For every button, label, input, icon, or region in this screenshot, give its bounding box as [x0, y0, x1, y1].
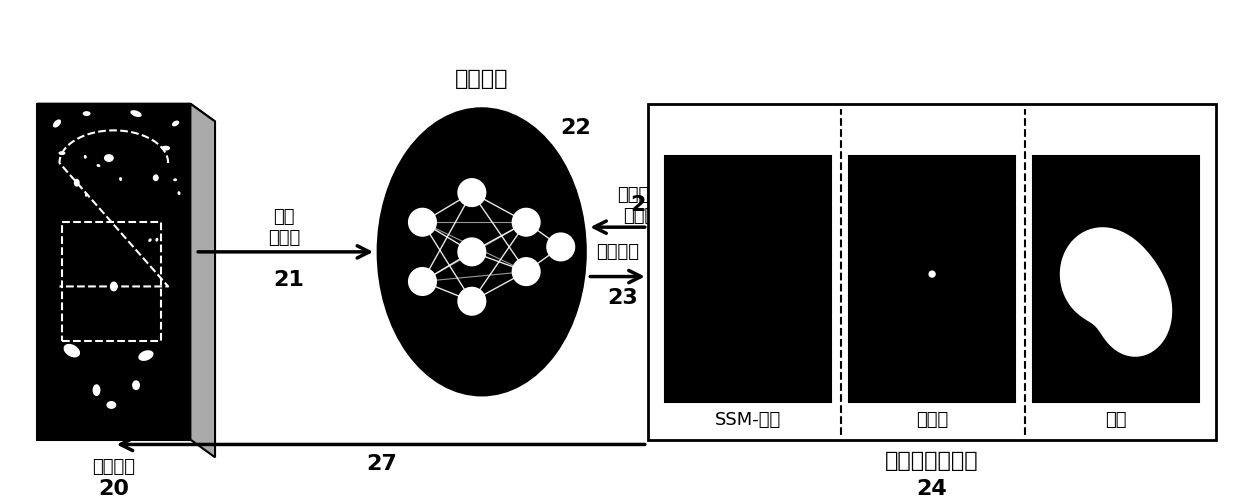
- Ellipse shape: [58, 151, 66, 155]
- Ellipse shape: [149, 238, 151, 242]
- Circle shape: [547, 233, 574, 261]
- Text: 21: 21: [274, 270, 305, 289]
- Ellipse shape: [133, 380, 140, 390]
- FancyBboxPatch shape: [1033, 156, 1199, 402]
- Ellipse shape: [174, 178, 177, 182]
- Ellipse shape: [63, 344, 81, 358]
- Ellipse shape: [161, 146, 170, 150]
- Polygon shape: [1060, 227, 1172, 356]
- Text: 23: 23: [608, 288, 637, 308]
- Polygon shape: [37, 104, 215, 122]
- Ellipse shape: [155, 238, 159, 242]
- Circle shape: [458, 179, 486, 206]
- Text: 替代形状描述符: 替代形状描述符: [885, 452, 978, 471]
- Text: 25: 25: [630, 196, 661, 216]
- Text: 控制策略: 控制策略: [596, 243, 639, 261]
- Text: 体积扫描: 体积扫描: [92, 458, 135, 476]
- Circle shape: [458, 238, 486, 266]
- Ellipse shape: [107, 401, 117, 409]
- Text: 掩模: 掩模: [1105, 411, 1127, 429]
- Circle shape: [458, 288, 486, 315]
- Circle shape: [929, 271, 935, 277]
- Ellipse shape: [84, 193, 88, 196]
- Text: SSM-模型: SSM-模型: [715, 411, 781, 429]
- Ellipse shape: [177, 191, 181, 195]
- Text: 22: 22: [560, 118, 591, 139]
- Circle shape: [409, 208, 436, 236]
- Text: 24: 24: [916, 479, 947, 499]
- FancyBboxPatch shape: [647, 104, 1215, 440]
- Ellipse shape: [378, 108, 585, 395]
- Ellipse shape: [139, 350, 154, 361]
- Text: 当前
上下文: 当前 上下文: [268, 208, 300, 246]
- Ellipse shape: [84, 155, 87, 159]
- Text: 当前形状
描述符: 当前形状 描述符: [618, 186, 661, 225]
- Circle shape: [409, 268, 436, 295]
- Text: 27: 27: [366, 454, 397, 474]
- Ellipse shape: [83, 111, 91, 116]
- Ellipse shape: [110, 282, 118, 292]
- Circle shape: [512, 258, 539, 285]
- Ellipse shape: [153, 174, 159, 181]
- FancyBboxPatch shape: [849, 156, 1016, 402]
- Circle shape: [512, 208, 539, 236]
- Ellipse shape: [130, 110, 141, 117]
- Ellipse shape: [93, 384, 100, 396]
- Polygon shape: [191, 104, 215, 458]
- Text: 水平集: 水平集: [916, 411, 949, 429]
- Ellipse shape: [104, 154, 114, 162]
- Ellipse shape: [97, 164, 100, 167]
- Ellipse shape: [172, 120, 179, 126]
- Polygon shape: [37, 104, 191, 440]
- Ellipse shape: [119, 177, 122, 181]
- FancyBboxPatch shape: [666, 156, 831, 402]
- Ellipse shape: [53, 120, 61, 128]
- Text: 20: 20: [98, 479, 129, 499]
- Ellipse shape: [74, 179, 79, 186]
- Text: 智能代理: 智能代理: [455, 69, 508, 89]
